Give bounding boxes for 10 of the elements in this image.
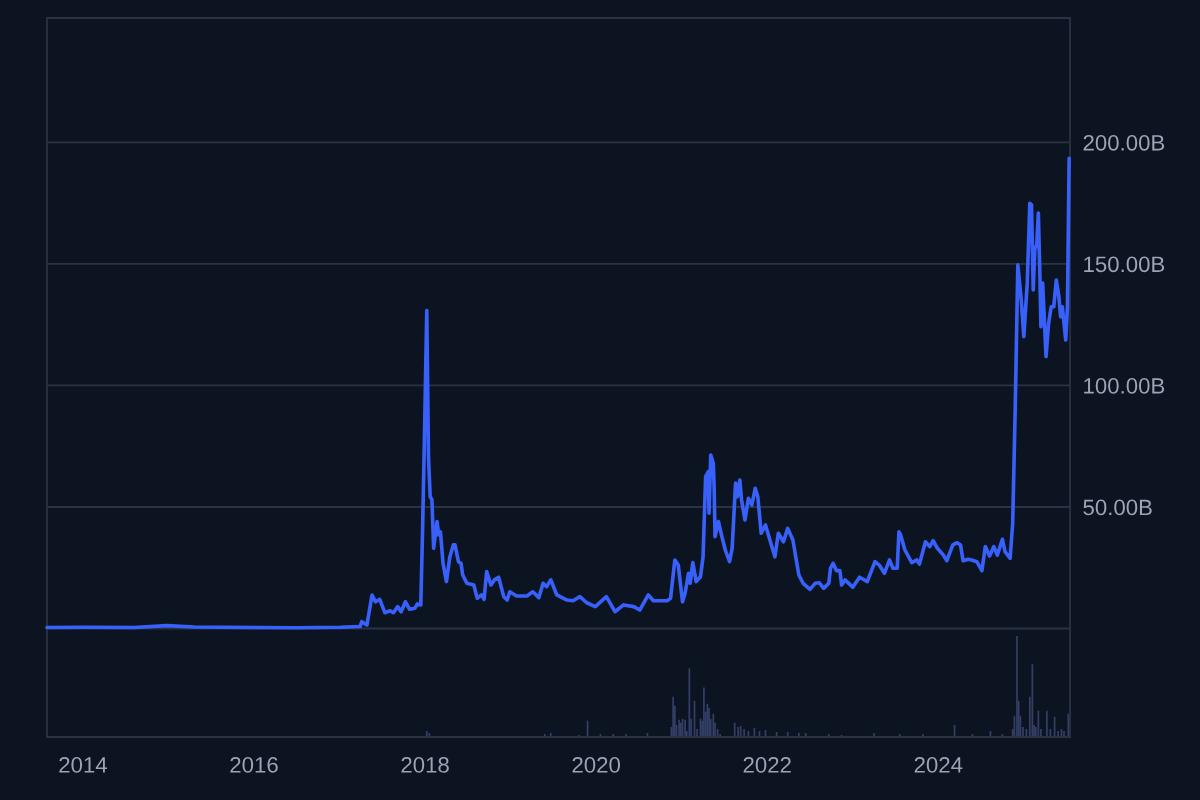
- y-tick-label: 200.00B: [1083, 134, 1165, 151]
- x-tick-label: 2020: [572, 757, 620, 773]
- y-tick-label: 150.00B: [1084, 256, 1165, 273]
- y-tick-label: 100.00B: [1084, 378, 1165, 394]
- y-tick-label: 50.00B: [1083, 499, 1152, 516]
- x-tick-label: 2018: [401, 757, 449, 773]
- x-tick-label: 2014: [59, 757, 107, 773]
- x-tick-label: 2022: [743, 757, 791, 773]
- x-tick-label: 2024: [914, 757, 963, 773]
- x-tick-label: 2016: [230, 757, 278, 773]
